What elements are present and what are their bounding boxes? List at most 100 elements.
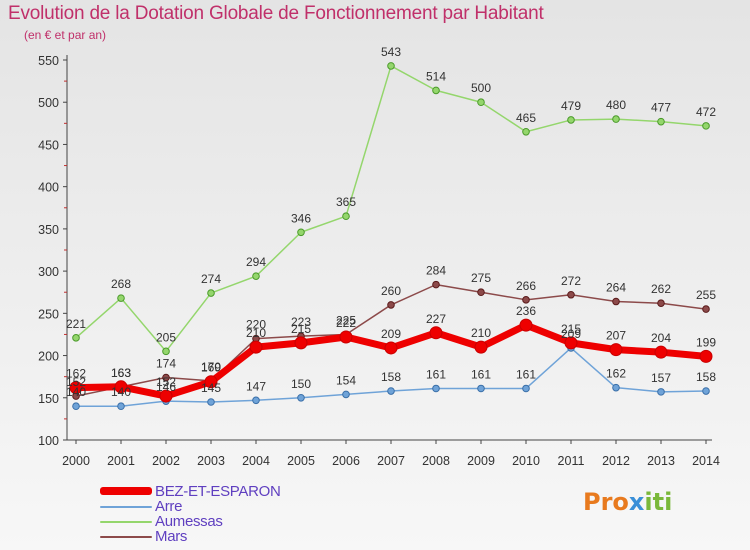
data-label: 284 [426,264,446,278]
legend-label: Aumessas [155,513,223,530]
data-point [702,387,710,395]
data-point [114,380,128,394]
y-tick-label-100: 100 [38,434,59,448]
data-point [477,384,485,393]
data-point [612,297,620,306]
data-point [342,390,350,399]
data-point [339,330,353,344]
data-point [612,115,620,123]
data-label: 158 [696,370,716,384]
data-label: 170 [201,360,221,374]
data-label: 227 [426,312,446,326]
data-label: 266 [516,279,536,293]
x-tick-label-2010: 2010 [512,454,540,468]
data-label: 162 [66,367,86,381]
data-point [72,402,80,411]
logo-part-3: iti [644,488,673,516]
data-label: 140 [111,385,131,399]
logo-part-2: x [628,488,645,516]
legend-label: BEZ-ET-ESPARON [155,483,281,500]
x-tick-label-2000: 2000 [62,454,90,468]
data-label: 274 [201,272,221,286]
data-point [387,62,395,70]
logo-part-1: Pro [583,488,629,516]
data-label: 236 [516,304,536,318]
data-point [72,334,80,342]
data-label: 152 [156,375,176,389]
y-tick-label-250: 250 [38,307,59,321]
data-label: 162 [606,367,626,381]
data-point [252,396,260,405]
data-point [564,336,578,350]
data-point [519,318,533,332]
data-point [567,290,575,299]
x-tick-label-2008: 2008 [422,454,450,468]
proxiti-logo: Proxiti [583,488,672,516]
y-tick-label-450: 450 [38,138,59,152]
data-point [699,349,713,363]
data-point [522,296,530,304]
x-tick-label-2006: 2006 [332,454,360,468]
data-point [477,288,485,297]
data-point [657,117,665,126]
data-label: 210 [471,326,491,340]
data-point [432,86,440,95]
data-label: 268 [111,277,131,291]
data-point [297,228,305,237]
data-point [432,280,440,289]
legend-label: Arre [155,498,183,515]
data-point [654,345,668,359]
data-point [702,122,710,130]
data-label: 210 [246,326,266,340]
data-label: 477 [651,101,671,115]
x-tick-label-2009: 2009 [467,454,495,468]
data-label: 157 [651,371,671,385]
legend-swatch [100,536,152,538]
data-label: 161 [426,367,446,381]
data-label: 163 [111,366,131,380]
data-point [609,343,623,357]
data-point [567,116,575,124]
data-point [117,402,125,411]
data-point [474,340,488,354]
data-label: 223 [291,315,311,329]
data-label: 205 [156,330,176,344]
x-tick-label-2002: 2002 [152,454,180,468]
data-label: 150 [291,377,311,391]
data-label: 264 [606,281,626,295]
data-point [657,299,665,308]
x-tick-label-2012: 2012 [602,454,630,468]
data-label: 294 [246,255,266,269]
data-label: 154 [336,373,356,387]
data-point [207,289,215,297]
data-point [657,388,665,396]
x-tick-label-2007: 2007 [377,454,405,468]
data-label: 262 [651,282,671,296]
x-tick-label-2013: 2013 [647,454,675,468]
data-label: 204 [651,331,671,345]
data-label: 480 [606,98,626,112]
data-label: 260 [381,284,401,298]
chart-title: Evolution de la Dotation Globale de Fonc… [8,3,544,24]
data-point [69,381,83,395]
data-point [387,387,395,395]
data-point [477,98,485,107]
x-tick-label-2003: 2003 [197,454,225,468]
data-label: 215 [291,322,311,336]
data-label: 220 [246,318,266,332]
data-label: 146 [156,380,176,394]
data-label: 275 [471,271,491,285]
data-point [384,341,398,355]
data-label: 225 [336,313,356,327]
data-label: 147 [246,379,266,393]
data-point [342,212,350,221]
legend-swatch [100,521,152,523]
data-label: 215 [561,322,581,336]
data-label: 199 [696,335,716,349]
x-tick-label-2004: 2004 [242,454,270,468]
data-label: 346 [291,211,311,225]
y-tick-label-300: 300 [38,265,59,279]
data-label: 161 [516,367,536,381]
legend-swatch [100,506,152,508]
